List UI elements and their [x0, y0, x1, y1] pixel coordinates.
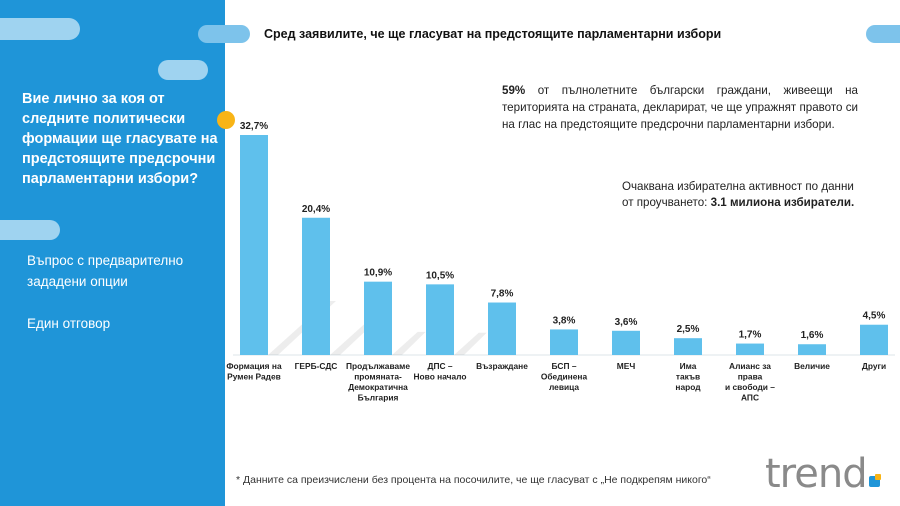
- bar-value-label: 10,9%: [364, 268, 392, 279]
- turnout-value: 3.1 милиона избиратели.: [710, 196, 855, 209]
- trend-logo: trend: [765, 451, 868, 497]
- bar-value-label: 10,5%: [426, 270, 454, 281]
- participation-statement: 59% от пълнолетните български граждани, …: [502, 82, 858, 133]
- category-label: Възраждане: [476, 361, 528, 371]
- category-label: ГЕРБ-СДС: [295, 361, 338, 371]
- category-label: Продължаваме промяната-Демократична Българ…: [346, 361, 410, 403]
- slide-title: Сред заявилите, че ще гласуват на предст…: [264, 27, 722, 41]
- bar: [798, 344, 826, 355]
- participation-share: 59%: [502, 84, 526, 97]
- bar-value-label: 32,7%: [240, 121, 268, 132]
- category-label: Формация на Румен Радев: [226, 361, 282, 382]
- bar-value-label: 20,4%: [302, 204, 330, 215]
- bar-value-label: 3,6%: [615, 317, 638, 328]
- decor-pill: [0, 220, 60, 240]
- logo-mark-icon: [869, 474, 881, 487]
- bar: [674, 338, 702, 355]
- bar-value-label: 2,5%: [677, 324, 700, 335]
- bar-value-label: 7,8%: [491, 289, 514, 300]
- decor-pill: [866, 25, 900, 43]
- category-label: Има такъв народ: [675, 361, 701, 392]
- decor-pill: [198, 25, 250, 43]
- bar: [860, 324, 888, 355]
- participation-text: от пълнолетните български граждани, живе…: [502, 84, 858, 131]
- bar: [550, 329, 578, 355]
- turnout-text-line-2: от проучването:: [622, 196, 711, 209]
- bar: [488, 302, 516, 355]
- bar-value-label: 3,8%: [553, 315, 576, 326]
- bar-value-label: 1,7%: [739, 330, 762, 341]
- bar-shadow: [454, 332, 487, 355]
- category-label: ДПС – Ново начало: [414, 361, 467, 382]
- bar: [364, 281, 392, 355]
- category-label: Алианс за права и свободи – АПС: [725, 361, 775, 403]
- bar-shadow: [392, 331, 426, 355]
- category-label: БСП – Обединена левица: [541, 361, 588, 392]
- accent-dot: [217, 111, 235, 129]
- bar: [736, 343, 764, 355]
- question-type-line-1: Въпрос с предварително: [27, 253, 184, 268]
- turnout-text-line-1: Очаквана избирателна активност по данни: [622, 180, 854, 193]
- bar: [302, 217, 330, 355]
- category-label: МЕЧ: [617, 361, 636, 371]
- survey-question: Вие лично за коя от следните политически…: [22, 91, 218, 187]
- decor-pill: [158, 60, 208, 80]
- bar: [240, 135, 268, 355]
- bar: [612, 330, 640, 355]
- left-panel: Вие лично за коя от следните политически…: [0, 0, 225, 506]
- category-label: Величие: [794, 361, 830, 371]
- turnout-statement: Очаквана избирателна активност по данни …: [622, 179, 862, 211]
- bar-value-label: 1,6%: [801, 330, 824, 341]
- footnote: * Данните са преизчислени без процента н…: [236, 474, 711, 486]
- bar-chart: 32,7% Формация на Румен Радев 20,4% ГЕРБ-СДС…: [226, 121, 895, 403]
- question-type-line-2: зададени опции: [27, 274, 128, 289]
- category-label: Други: [862, 361, 886, 371]
- bar: [426, 284, 454, 355]
- decor-pill: [0, 18, 80, 40]
- answer-type: Един отговор: [27, 316, 111, 331]
- bar-value-label: 4,5%: [863, 311, 886, 322]
